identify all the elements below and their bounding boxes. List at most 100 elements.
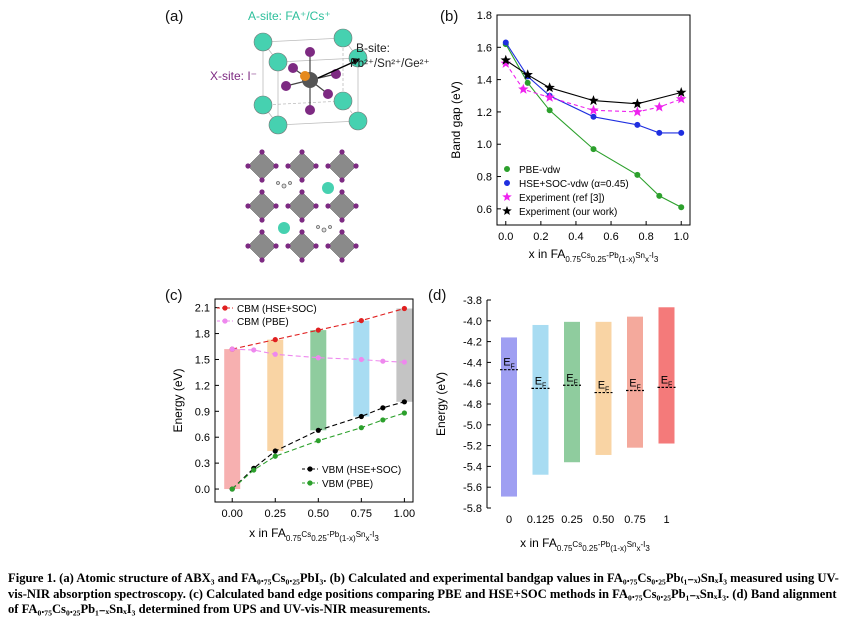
data-point — [590, 113, 597, 120]
data-point — [502, 39, 509, 46]
data-point — [401, 399, 407, 405]
y-tick-label: 1.2 — [195, 380, 210, 392]
y-tick-label: 0.6 — [195, 432, 210, 444]
x-tick-label: 0.25 — [265, 508, 286, 520]
panel-label-c: (c) — [165, 287, 183, 304]
x-axis-title: x in FA0.75Cs0.25-Pb(1-x)Snx-I3 — [520, 536, 650, 553]
iodide-atom — [325, 243, 331, 249]
band-bar — [627, 316, 643, 448]
iodide-atom — [285, 203, 291, 209]
x-tick-label: 0.4 — [568, 231, 583, 243]
data-point — [272, 453, 278, 459]
iodide-atom — [245, 163, 251, 169]
x-tick-label: 0.0 — [498, 231, 513, 243]
data-point — [251, 467, 257, 473]
data-point — [315, 427, 321, 433]
legend-marker — [222, 318, 228, 324]
fermi-level-label: EF — [566, 372, 578, 386]
data-point — [358, 413, 364, 420]
band-alignment-chart: -3.8 -4.0 -4.2 -4.4 -4.6 -4.8 -5.0 -5.2 -5.4 -5.6… — [434, 295, 676, 553]
legend-marker — [504, 166, 510, 172]
x-tick-label: 0.25 — [561, 514, 582, 526]
data-point — [524, 79, 531, 86]
band-bar — [564, 321, 580, 463]
legend-label: CBM (PBE) — [237, 317, 289, 328]
data-point — [654, 101, 665, 112]
data-point — [544, 91, 555, 102]
data-point — [518, 83, 529, 94]
y-tick-label: 1.4 — [477, 75, 492, 87]
iodide-atom — [325, 203, 331, 209]
iodide-atom — [273, 203, 279, 209]
iodide-atom — [339, 177, 345, 183]
crystal-structure-figure: A-site: FA⁺/Cs⁺ B-site: Pb²⁺/Sn²⁺/Ge²⁺ X… — [210, 9, 430, 263]
band-gap-bar — [310, 330, 327, 431]
data-point — [656, 129, 663, 136]
bandgap-chart: 0.6 0.8 1.0 1.2 1.4 1.6 1.8 0.0 0.2 0.4 0.6 0.8 1.0 B… — [449, 10, 691, 264]
y-axis-title: Energy (eV) — [171, 368, 185, 432]
fermi-level-label: EF — [661, 374, 673, 388]
iodide-atom — [339, 229, 345, 235]
iodide-atom — [299, 217, 305, 223]
a-site-label: A-site: FA⁺/Cs⁺ — [248, 9, 331, 23]
iodide-atom — [259, 189, 265, 195]
data-point — [315, 327, 321, 333]
a-site-spheres — [253, 28, 368, 135]
legend-label: VBM (PBE) — [322, 479, 373, 490]
iodide-atom — [325, 163, 331, 169]
iodide-atom — [299, 177, 305, 183]
x-axis-title: x in FA0.75Cs0.25-Pb(1-x)Snx-I3 — [249, 526, 379, 543]
y-tick-label: 0.0 — [195, 484, 210, 496]
band-gap-bar — [224, 349, 241, 490]
data-point — [676, 93, 687, 104]
data-point — [590, 146, 597, 153]
iodide-atom — [299, 229, 305, 235]
x-tick-label: 0.8 — [638, 231, 653, 243]
x-tick-label: 0.6 — [603, 231, 618, 243]
legend-marker — [502, 206, 512, 215]
data-point — [380, 358, 386, 364]
data-point — [315, 355, 321, 361]
y-tick-label: 1.6 — [477, 42, 492, 54]
data-point — [544, 82, 555, 93]
legend-marker — [504, 180, 510, 186]
y-tick-label: 0.3 — [195, 458, 210, 470]
y-tick-label: -4.2 — [463, 337, 482, 349]
data-point — [632, 98, 643, 109]
iodide-atom — [245, 243, 251, 249]
x-tick-label: 0.50 — [593, 514, 614, 526]
y-tick-label: -5.4 — [463, 461, 482, 473]
x-tick-label: 0.125 — [527, 514, 555, 526]
fermi-level-label: EF — [629, 377, 641, 391]
iodide-atom — [259, 149, 265, 155]
data-point — [500, 58, 511, 68]
y-tick-label: 1.0 — [477, 139, 492, 151]
iodide-atom — [339, 257, 345, 263]
data-point — [678, 204, 685, 211]
panel-label-a: (a) — [165, 8, 184, 25]
y-tick-label: -5.2 — [463, 441, 482, 453]
fermi-level-label: EF — [503, 357, 515, 371]
y-tick-label: 1.5 — [195, 354, 210, 366]
data-point — [522, 69, 533, 80]
band-bar — [532, 324, 549, 475]
fermi-level-label: EF — [598, 380, 610, 394]
data-point — [401, 410, 407, 416]
iodide-atom — [259, 217, 265, 223]
iodide-atom — [273, 163, 279, 169]
legend-label: Experiment (our work) — [519, 207, 617, 218]
data-point — [656, 192, 663, 199]
x-tick-label: 1 — [663, 514, 669, 526]
data-point — [380, 417, 386, 423]
data-point — [358, 356, 364, 363]
legend-label: VBM (HSE+SOC) — [322, 465, 401, 476]
y-axis-title: Energy (eV) — [434, 372, 448, 436]
iodide-atom — [339, 149, 345, 155]
iodide-atom — [273, 243, 279, 249]
data-point — [588, 104, 599, 115]
data-point — [401, 359, 407, 365]
x-tick-label: 0.00 — [222, 508, 243, 520]
x-tick-label: 0.75 — [351, 508, 372, 520]
x-tick-label: 1.0 — [674, 231, 689, 243]
y-tick-label: 0.6 — [477, 204, 492, 216]
